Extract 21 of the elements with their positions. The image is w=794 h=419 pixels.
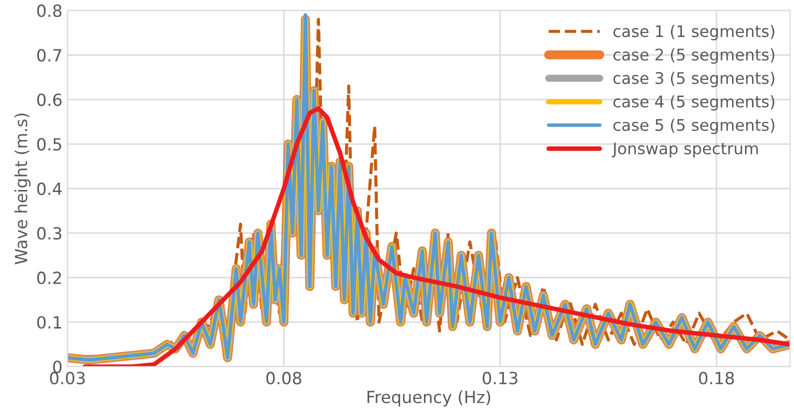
y-tick-label: 0.3: [37, 227, 62, 240]
x-axis-title: Frequency (Hz): [368, 390, 490, 407]
y-tick-label: 0.8: [37, 4, 62, 18]
legend-label: Jonswap spectrum: [612, 142, 758, 158]
x-tick-label: 0.03: [50, 372, 85, 384]
x-tick-label: 0.13: [482, 372, 518, 384]
legend-label: case 4 (5 segments): [613, 95, 774, 111]
y-tick-label: 0.5: [37, 138, 62, 151]
y-tick-label: 0.1: [37, 316, 62, 329]
y-tick-label: 0.7: [37, 48, 62, 62]
y-tick-label: 0.2: [37, 272, 61, 284]
legend-label: case 5 (5 segments): [613, 118, 774, 134]
y-axis-title: Wave height (m.s): [14, 114, 31, 264]
x-tick-label: 0.08: [266, 372, 302, 384]
x-tick-label: 0.18: [699, 372, 734, 384]
y-tick-label: 0.4: [37, 182, 62, 196]
legend-label: case 2 (5 segments): [613, 48, 774, 64]
legend-label: case 1 (1 segments): [613, 24, 774, 40]
y-tick-label: 0.6: [37, 93, 62, 106]
y-tick-label: 0: [53, 360, 62, 374]
legend-label: case 3 (5 segments): [613, 72, 774, 88]
